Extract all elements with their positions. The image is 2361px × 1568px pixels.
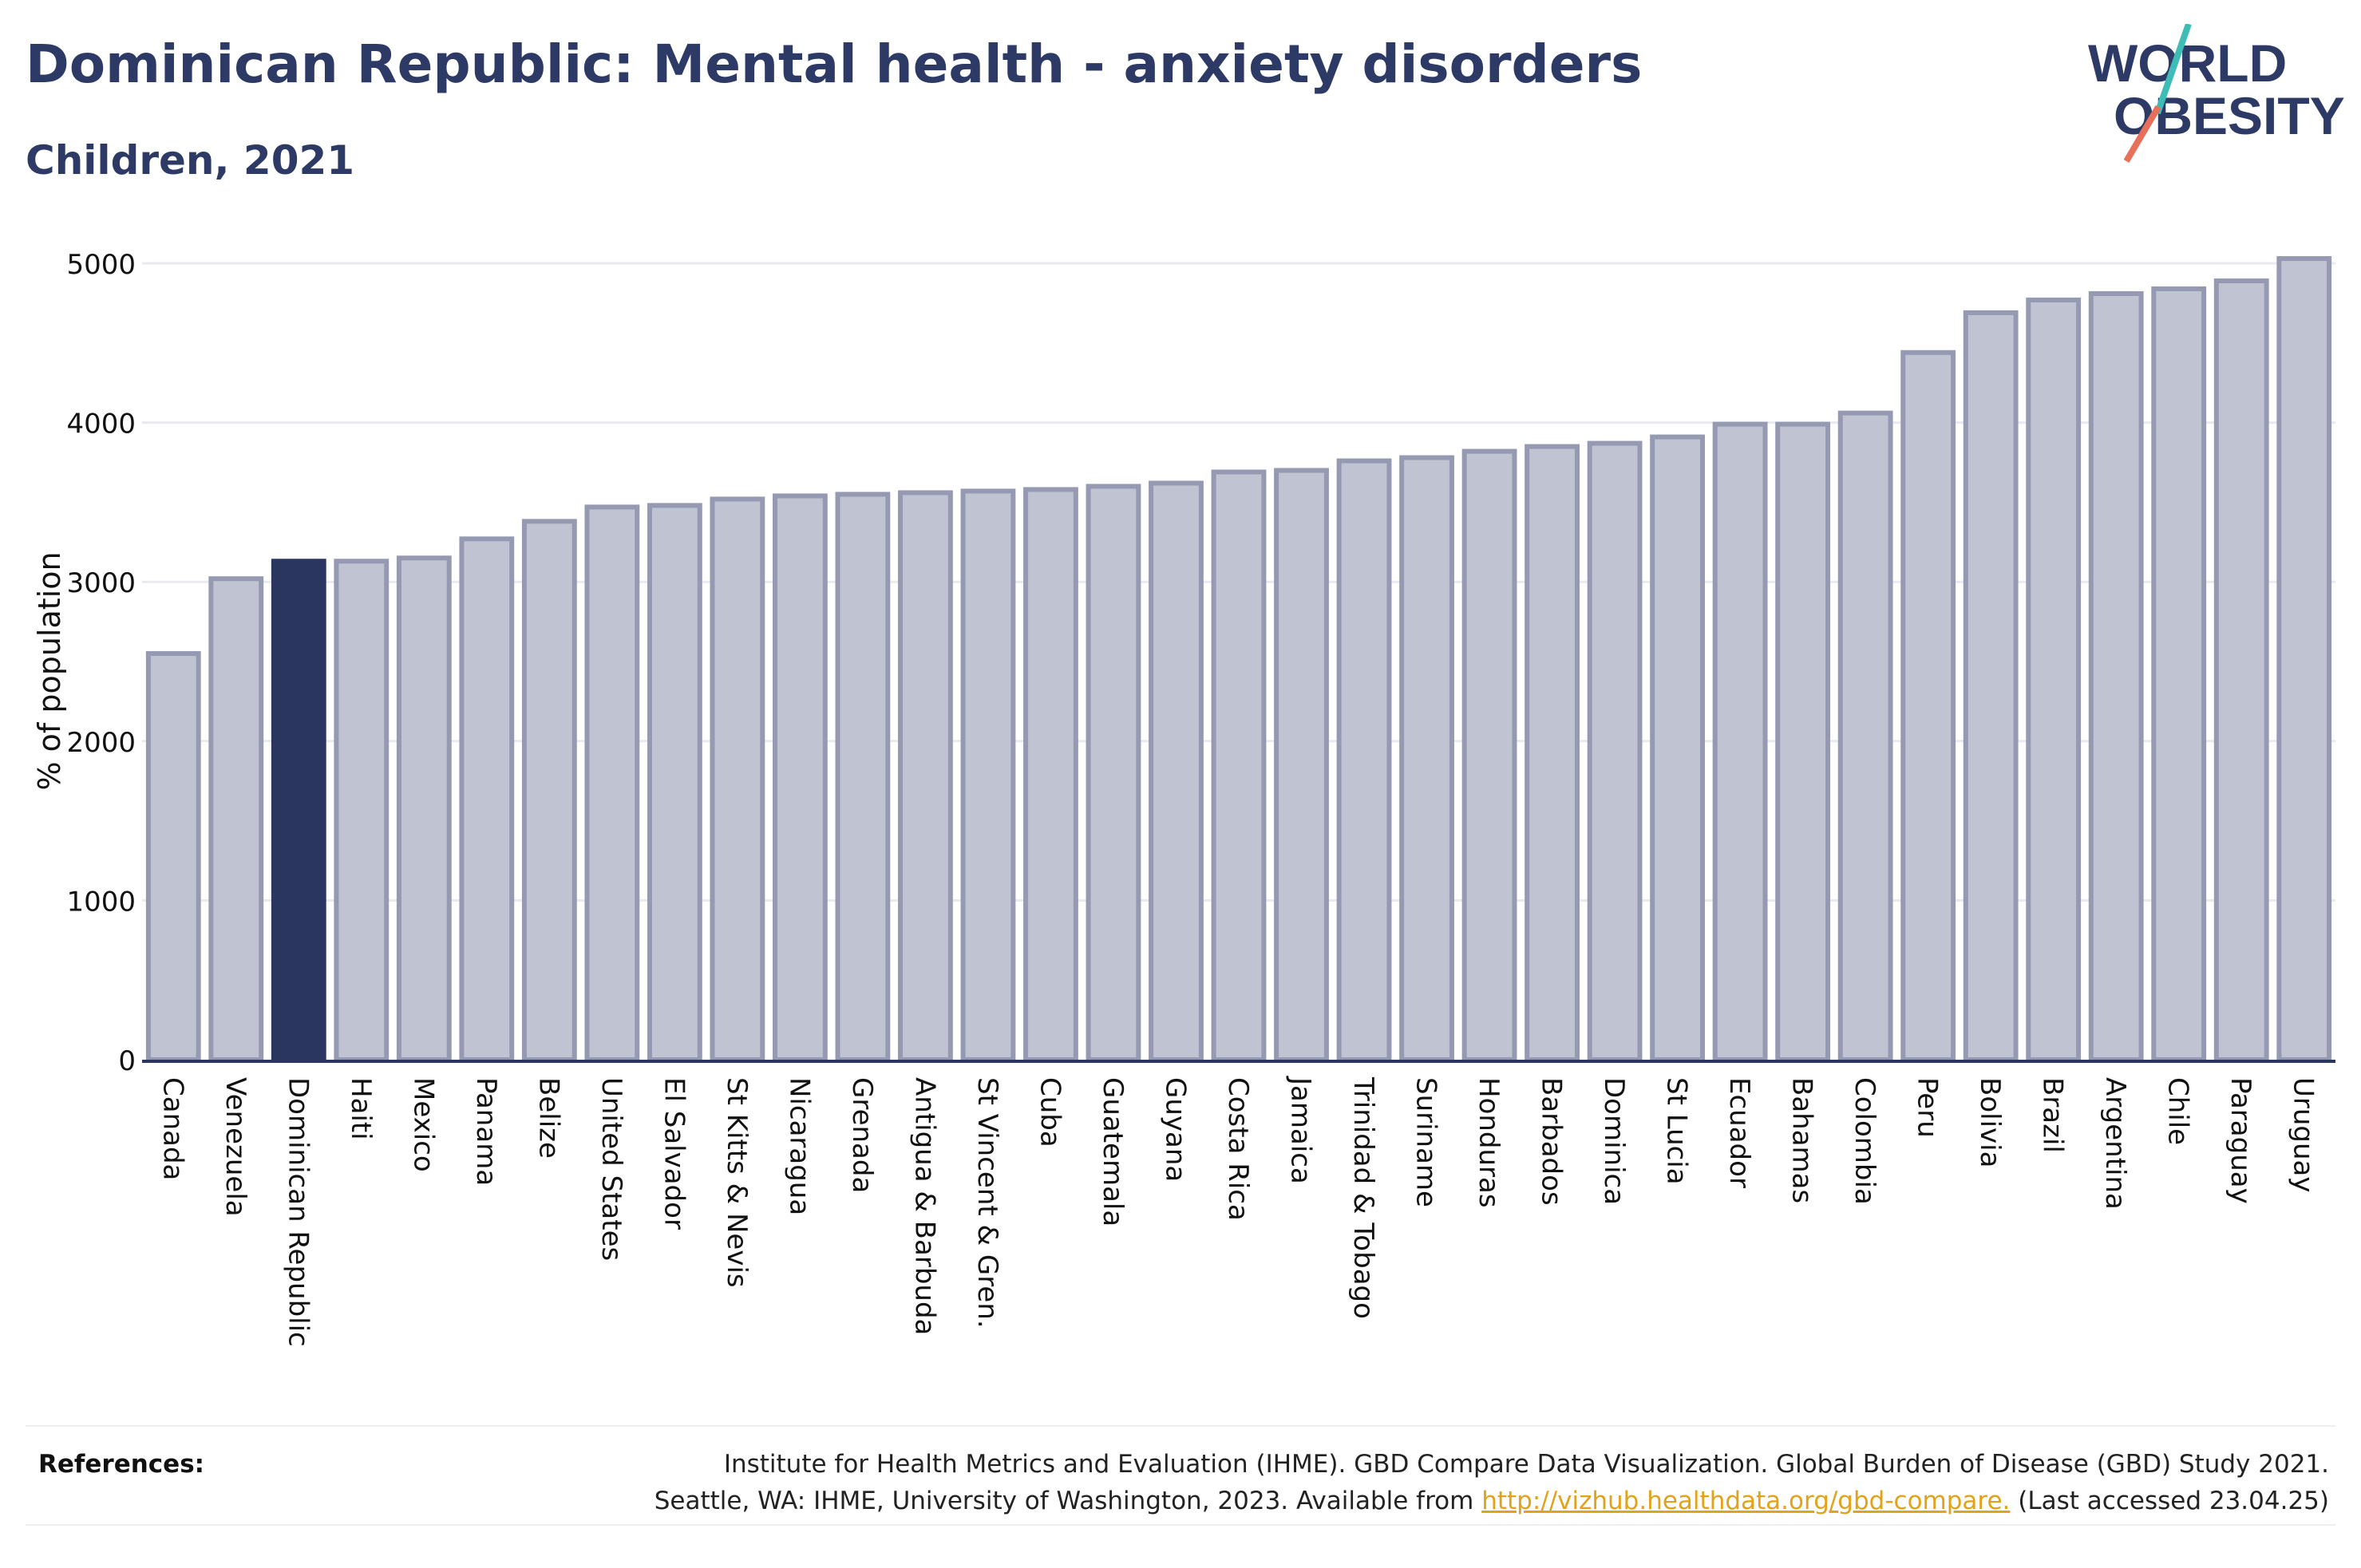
x-tick-label: Peru bbox=[1912, 1077, 1944, 1138]
bar bbox=[459, 536, 515, 1062]
bar bbox=[835, 492, 891, 1062]
x-tick-label: Colombia bbox=[1849, 1077, 1880, 1205]
x-tick-label: Bolivia bbox=[1974, 1077, 2006, 1167]
references-line-1: Institute for Health Metrics and Evaluat… bbox=[723, 1450, 2329, 1479]
references-text: Institute for Health Metrics and Evaluat… bbox=[655, 1446, 2329, 1519]
references-line-2-prefix: Seattle, WA: IHME, University of Washing… bbox=[654, 1487, 1482, 1515]
bar-chart: 0 1000 2000 3000 4000 5000 Canada Venezuela Dom… bbox=[32, 249, 2335, 1347]
x-tick-label: Dominican Republic bbox=[282, 1077, 314, 1347]
bar bbox=[1525, 444, 1580, 1062]
x-tick-label: Nicaragua bbox=[783, 1077, 815, 1215]
references-link[interactable]: http://vizhub.healthdata.org/gbd-compare… bbox=[1481, 1487, 2011, 1515]
bar bbox=[2276, 256, 2332, 1062]
bar bbox=[1900, 350, 1956, 1062]
bar bbox=[2088, 290, 2144, 1062]
x-tick-label: Mexico bbox=[407, 1077, 439, 1172]
bars bbox=[145, 256, 2332, 1063]
x-tick-label: Honduras bbox=[1473, 1077, 1505, 1208]
y-axis-label: % of population bbox=[32, 551, 67, 790]
x-tick-label: Chile bbox=[2162, 1077, 2194, 1145]
references-top-rule bbox=[26, 1425, 2335, 1427]
bar bbox=[710, 496, 765, 1062]
bar bbox=[1149, 480, 1204, 1062]
y-tick-label: 3000 bbox=[66, 567, 136, 599]
bar bbox=[2026, 297, 2082, 1062]
x-tick-label: Antigua & Barbuda bbox=[908, 1077, 940, 1335]
logo-slash-teal bbox=[2154, 24, 2192, 115]
bar bbox=[1837, 410, 1893, 1062]
x-tick-label: Uruguay bbox=[2288, 1077, 2319, 1193]
x-tick-label: Guyana bbox=[1159, 1077, 1191, 1182]
logo-text-world: WORLD bbox=[2088, 34, 2287, 93]
references-line-2-suffix: (Last accessed 23.04.25) bbox=[2010, 1487, 2329, 1515]
bar bbox=[334, 559, 390, 1062]
x-tick-label: Paraguay bbox=[2225, 1077, 2256, 1204]
bar bbox=[1712, 421, 1768, 1062]
bar bbox=[2213, 278, 2269, 1062]
x-tick-label: Bahamas bbox=[1786, 1077, 1818, 1203]
x-tick-label: Barbados bbox=[1536, 1077, 1568, 1206]
x-tick-label: Canada bbox=[156, 1077, 188, 1180]
x-tick-label: Argentina bbox=[2099, 1077, 2131, 1210]
bar bbox=[1023, 487, 1078, 1062]
x-tick-label: Guatemala bbox=[1097, 1077, 1129, 1226]
references-label: References: bbox=[38, 1450, 205, 1479]
x-tick-label: Trinidad & Tobago bbox=[1347, 1076, 1379, 1319]
bar bbox=[2151, 286, 2207, 1063]
x-tick-labels: Canada Venezuela Dominican Republic Haiti Me… bbox=[156, 1076, 2319, 1347]
y-tick-label: 0 bbox=[118, 1045, 136, 1077]
bar-highlighted bbox=[271, 559, 326, 1062]
bar bbox=[1963, 310, 2019, 1063]
x-tick-label: Grenada bbox=[846, 1077, 878, 1193]
bar bbox=[1336, 458, 1392, 1062]
bar bbox=[396, 555, 452, 1062]
x-tick-label: El Salvador bbox=[658, 1077, 690, 1230]
y-tick-labels: 0 1000 2000 3000 4000 5000 bbox=[66, 249, 136, 1077]
y-tick-label: 4000 bbox=[66, 409, 136, 440]
references-bottom-rule bbox=[26, 1524, 2335, 1526]
logo-slash-coral bbox=[2123, 105, 2161, 164]
x-tick-label: United States bbox=[595, 1077, 627, 1261]
bar bbox=[521, 519, 577, 1062]
x-tick-label: Panama bbox=[470, 1077, 502, 1186]
x-tick-label: Dominica bbox=[1598, 1077, 1630, 1205]
chart-subtitle: Children, 2021 bbox=[26, 137, 355, 184]
x-tick-label: Suriname bbox=[1410, 1077, 1442, 1207]
x-tick-label: Brazil bbox=[2037, 1077, 2069, 1153]
x-tick-label: St Lucia bbox=[1661, 1077, 1693, 1185]
x-tick-label: Belize bbox=[532, 1077, 564, 1159]
x-tick-label: Venezuela bbox=[219, 1077, 251, 1217]
bar bbox=[1086, 484, 1141, 1062]
bar bbox=[1775, 421, 1831, 1062]
bar bbox=[1587, 440, 1643, 1062]
y-tick-label: 2000 bbox=[66, 727, 136, 759]
bar bbox=[1399, 455, 1454, 1062]
x-tick-label: Haiti bbox=[345, 1077, 377, 1140]
bar bbox=[898, 490, 953, 1062]
x-tick-label: Ecuador bbox=[1723, 1077, 1755, 1188]
x-tick-label: Costa Rica bbox=[1222, 1077, 1254, 1221]
bar bbox=[145, 651, 201, 1063]
x-tick-label: Cuba bbox=[1034, 1077, 1066, 1147]
y-tick-label: 5000 bbox=[66, 249, 136, 281]
bar bbox=[772, 493, 828, 1062]
bar bbox=[1461, 448, 1517, 1062]
x-tick-label: St Vincent & Gren. bbox=[971, 1077, 1003, 1329]
x-tick-label: St Kitts & Nevis bbox=[721, 1077, 753, 1288]
bar bbox=[1211, 469, 1267, 1062]
bar bbox=[1274, 468, 1329, 1062]
references-line-2: Seattle, WA: IHME, University of Washing… bbox=[655, 1483, 2329, 1519]
x-tick-label: Jamaica bbox=[1285, 1076, 1317, 1184]
bar bbox=[647, 503, 702, 1062]
y-tick-label: 1000 bbox=[66, 886, 136, 918]
bar bbox=[960, 488, 1016, 1062]
bar bbox=[584, 504, 640, 1062]
bar bbox=[208, 576, 264, 1062]
chart-title: Dominican Republic: Mental health - anxi… bbox=[26, 34, 1643, 95]
bar bbox=[1650, 434, 1706, 1062]
world-obesity-logo: WORLD OBESITY bbox=[2088, 24, 2345, 164]
